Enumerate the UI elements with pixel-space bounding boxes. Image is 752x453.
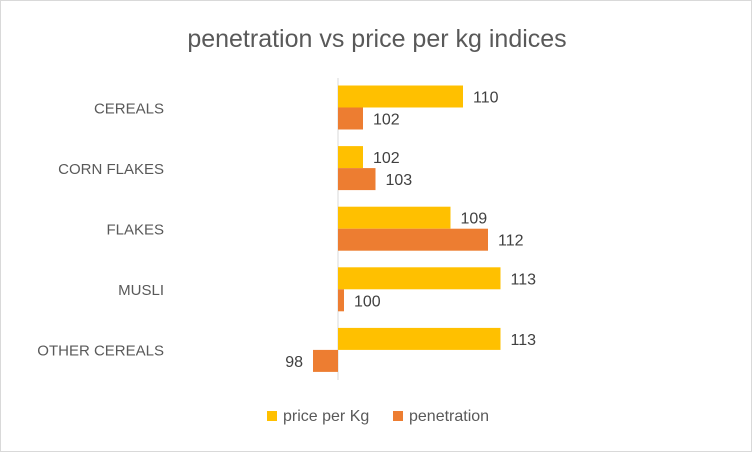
legend-swatch-penetration xyxy=(393,411,403,421)
bar-penetration xyxy=(338,168,376,191)
category-label: CORN FLAKES xyxy=(58,161,164,178)
legend: price per Kg penetration xyxy=(267,408,489,425)
legend-label: price per Kg xyxy=(283,408,369,425)
category-label: FLAKES xyxy=(106,222,164,239)
data-label: 110 xyxy=(473,90,499,107)
bar-penetration xyxy=(338,289,344,312)
data-label: 98 xyxy=(285,354,303,371)
data-label: 113 xyxy=(511,271,537,288)
bar-price-per-kg xyxy=(338,146,363,169)
data-label: 102 xyxy=(373,150,400,167)
bar-price-per-kg xyxy=(338,327,501,350)
chart-title: penetration vs price per kg indices xyxy=(187,25,566,53)
data-label: 102 xyxy=(373,112,400,129)
data-label: 112 xyxy=(498,233,524,250)
bar-price-per-kg xyxy=(338,267,501,290)
category-label: OTHER CEREALS xyxy=(37,343,164,360)
plot-area: CEREALS 110 102 CORN FLAKES 102 103 FLAKES 109 1… xyxy=(37,78,536,380)
bar-penetration xyxy=(338,107,363,130)
bar-price-per-kg xyxy=(338,206,451,229)
bar-penetration xyxy=(338,228,488,251)
category-label: CEREALS xyxy=(94,100,164,117)
data-label: 113 xyxy=(511,332,537,349)
data-label: 100 xyxy=(354,293,381,310)
bar-penetration xyxy=(313,349,338,372)
category-label: MUSLI xyxy=(118,282,164,299)
bar-price-per-kg xyxy=(338,85,463,108)
data-label: 103 xyxy=(386,172,413,189)
legend-swatch-price-per-kg xyxy=(267,411,277,421)
data-label: 109 xyxy=(461,211,488,228)
legend-label: penetration xyxy=(409,408,489,425)
